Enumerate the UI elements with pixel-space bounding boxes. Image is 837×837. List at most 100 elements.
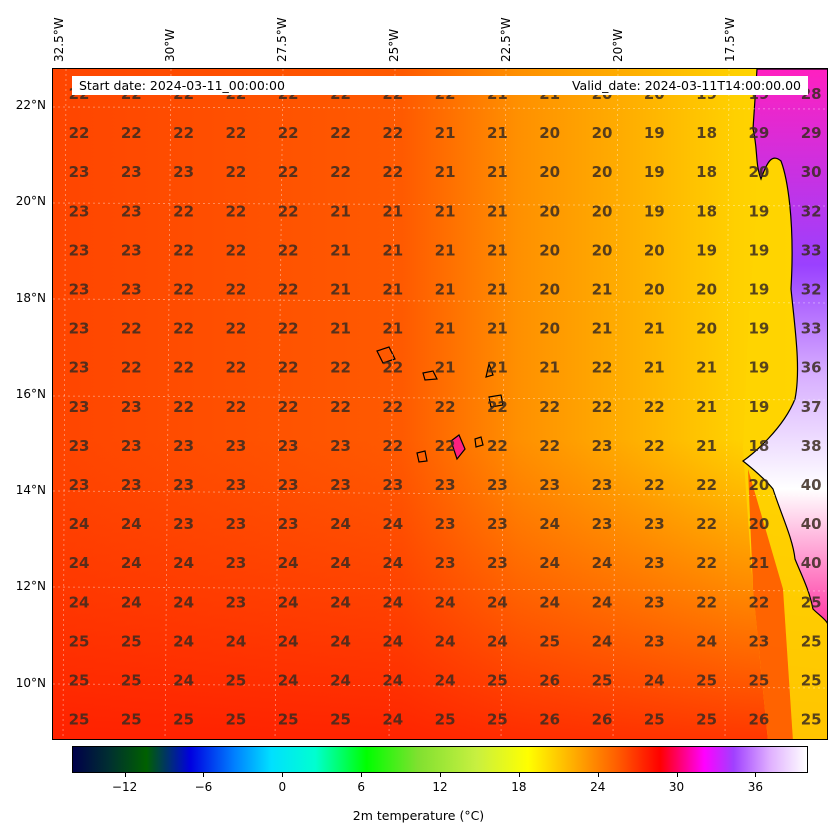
temperature-value: 21	[382, 202, 403, 220]
date-info-bar: Start date: 2024-03-11_00:00:00 Valid_da…	[72, 76, 808, 95]
temperature-map[interactable]: 2222222222222222212120201919282222222222…	[52, 68, 828, 740]
temperature-value: 23	[278, 437, 299, 455]
colorbar-tick	[282, 773, 284, 777]
temperature-value: 19	[748, 398, 769, 416]
longitude-label: 25°W	[387, 28, 401, 62]
longitude-label: 20°W	[611, 28, 625, 62]
colorbar-tick-label: 12	[432, 780, 448, 794]
temperature-value: 22	[539, 398, 560, 416]
longitude-label: 30°W	[163, 28, 177, 62]
temperature-value: 24	[592, 554, 613, 572]
temperature-value: 21	[330, 202, 351, 220]
temperature-value: 18	[696, 163, 717, 181]
temperature-value: 21	[435, 241, 456, 259]
temperature-value: 22	[278, 163, 299, 181]
temperature-value: 22	[382, 398, 403, 416]
temperature-value: 23	[121, 398, 142, 416]
temperature-value: 21	[382, 281, 403, 299]
temperature-value: 32	[801, 202, 822, 220]
temperature-value: 22	[225, 281, 246, 299]
island-sao-nicolau	[422, 370, 438, 381]
island-maio	[474, 436, 484, 448]
temperature-value: 23	[69, 359, 90, 377]
temperature-value: 23	[225, 593, 246, 611]
latitude-label: 14°N	[15, 483, 46, 497]
temperature-value: 25	[801, 632, 822, 650]
temperature-value: 24	[121, 593, 142, 611]
temperature-value: 26	[592, 711, 613, 729]
temperature-value: 24	[278, 554, 299, 572]
temperature-value: 19	[748, 359, 769, 377]
temperature-value: 29	[801, 124, 822, 142]
temperature-value: 23	[435, 476, 456, 494]
temperature-value: 40	[801, 515, 822, 533]
temperature-value: 23	[225, 476, 246, 494]
temperature-value: 22	[330, 359, 351, 377]
colorbar-tick	[597, 773, 599, 777]
longitude-label: 27.5°W	[275, 17, 289, 62]
temperature-value: 22	[278, 281, 299, 299]
temperature-value: 24	[592, 593, 613, 611]
temperature-value: 23	[121, 241, 142, 259]
temperature-value: 23	[330, 476, 351, 494]
temperature-value: 24	[278, 593, 299, 611]
temperature-value: 29	[748, 124, 769, 142]
temperature-value: 23	[69, 476, 90, 494]
temperature-value: 22	[225, 320, 246, 338]
temperature-value: 22	[278, 359, 299, 377]
latitude-label: 20°N	[15, 194, 46, 208]
temperature-value: 22	[435, 437, 456, 455]
temperature-value: 22	[278, 124, 299, 142]
temperature-value: 22	[173, 359, 194, 377]
temperature-value: 25	[748, 672, 769, 690]
temperature-value: 22	[382, 437, 403, 455]
temperature-value: 22	[121, 320, 142, 338]
temperature-value: 20	[592, 241, 613, 259]
temperature-value: 19	[748, 281, 769, 299]
colorbar-tick	[518, 773, 520, 777]
temperature-value: 21	[696, 437, 717, 455]
temperature-value: 24	[173, 672, 194, 690]
temperature-value: 20	[539, 281, 560, 299]
temperature-value: 21	[330, 320, 351, 338]
longitude-label: 22.5°W	[499, 17, 513, 62]
temperature-value: 24	[278, 672, 299, 690]
latitude-label: 22°N	[15, 98, 46, 112]
temperature-value: 25	[801, 593, 822, 611]
temperature-value: 21	[644, 359, 665, 377]
temperature-value: 21	[592, 281, 613, 299]
temperature-value: 21	[487, 202, 508, 220]
temperature-value: 20	[748, 163, 769, 181]
temperature-value: 23	[225, 437, 246, 455]
temperature-value: 30	[801, 163, 822, 181]
temperature-value: 26	[539, 711, 560, 729]
latitude-label: 10°N	[15, 676, 46, 690]
temperature-value: 25	[801, 711, 822, 729]
temperature-value: 22	[696, 515, 717, 533]
temperature-value: 25	[69, 632, 90, 650]
temperature-value: 24	[435, 672, 456, 690]
temperature-value: 24	[539, 593, 560, 611]
temperature-value: 21	[330, 281, 351, 299]
temperature-value: 21	[539, 359, 560, 377]
temperature-value: 24	[644, 672, 665, 690]
temperature-value: 23	[539, 476, 560, 494]
temperature-value: 22	[644, 476, 665, 494]
temperature-value: 23	[173, 437, 194, 455]
temperature-value: 25	[121, 711, 142, 729]
temperature-value: 20	[539, 241, 560, 259]
temperature-value: 23	[121, 163, 142, 181]
temperature-value: 22	[225, 124, 246, 142]
temperature-value: 24	[330, 632, 351, 650]
temperature-value: 24	[382, 515, 403, 533]
temperature-value: 23	[69, 437, 90, 455]
temperature-value: 22	[278, 320, 299, 338]
temperature-value: 23	[644, 515, 665, 533]
temperature-value: 25	[121, 632, 142, 650]
temperature-value: 20	[592, 124, 613, 142]
temperature-value: 23	[278, 476, 299, 494]
temperature-value: 22	[539, 437, 560, 455]
temperature-value: 22	[173, 281, 194, 299]
temperature-value: 22	[382, 359, 403, 377]
temperature-value: 25	[69, 711, 90, 729]
